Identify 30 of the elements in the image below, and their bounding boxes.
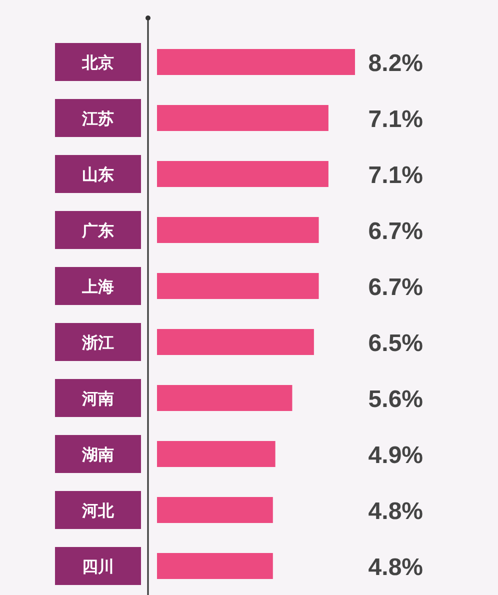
y-tick-label: 河南: [81, 389, 114, 408]
y-tick-label: 浙江: [81, 333, 114, 352]
data-label: 6.7%: [368, 274, 423, 301]
y-tick-label: 北京: [81, 53, 114, 72]
bar: [157, 385, 292, 411]
data-label: 8.2%: [368, 50, 423, 77]
data-label: 4.8%: [368, 498, 423, 525]
y-tick-label: 广东: [81, 221, 114, 240]
data-label: 7.1%: [368, 162, 423, 189]
bar: [157, 49, 355, 75]
data-label: 6.7%: [368, 218, 423, 245]
y-tick-label: 江苏: [81, 109, 114, 128]
bar: [157, 105, 328, 131]
y-tick-label: 四川: [82, 557, 114, 576]
bar: [157, 553, 273, 579]
data-label: 4.9%: [368, 442, 423, 469]
bar: [157, 441, 276, 467]
bar: [157, 273, 319, 299]
data-label: 7.1%: [368, 106, 423, 133]
data-label: 5.6%: [368, 386, 423, 413]
y-tick-label: 河北: [81, 501, 115, 520]
y-tick-label: 山东: [82, 165, 114, 184]
data-label: 4.8%: [368, 554, 423, 581]
y-tick-label: 湖南: [81, 445, 114, 464]
bar: [157, 217, 319, 243]
bar: [157, 497, 273, 523]
bar: [157, 161, 328, 187]
bar: [157, 329, 314, 355]
data-label: 6.5%: [368, 330, 423, 357]
y-tick-label: 上海: [81, 277, 114, 296]
